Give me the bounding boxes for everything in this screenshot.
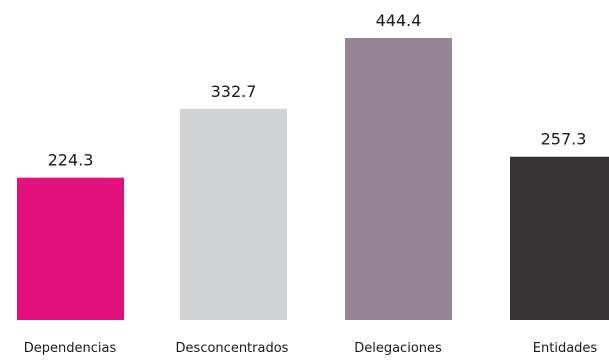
category-label-dependencias: Dependencias bbox=[24, 341, 117, 356]
bar-desconcentrados bbox=[180, 108, 287, 320]
category-label-desconcentrados: Desconcentrados bbox=[176, 341, 289, 356]
value-label-desconcentrados: 332.7 bbox=[211, 82, 257, 101]
category-label-delegaciones: Delegaciones bbox=[354, 341, 442, 356]
value-label-entidades: 257.3 bbox=[541, 130, 587, 149]
bar-delegaciones bbox=[345, 38, 452, 320]
bar-entidades bbox=[510, 156, 609, 320]
category-label-entidades: Entidades bbox=[533, 341, 598, 356]
value-label-dependencias: 224.3 bbox=[48, 151, 94, 170]
value-label-delegaciones: 444.4 bbox=[376, 11, 422, 30]
bar-dependencias bbox=[17, 177, 124, 320]
